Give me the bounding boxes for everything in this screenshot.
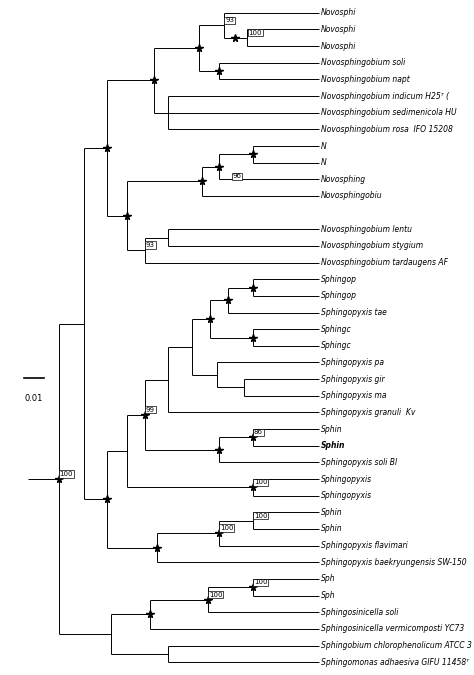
Text: 100: 100	[254, 512, 267, 518]
Text: Novosphing: Novosphing	[321, 175, 366, 184]
Text: 86: 86	[254, 429, 263, 435]
Text: Sphingopyxis baekryungensis SW-150: Sphingopyxis baekryungensis SW-150	[321, 558, 467, 567]
Text: 100: 100	[60, 471, 73, 477]
Text: 99: 99	[146, 407, 155, 412]
Text: Novosphi: Novosphi	[321, 25, 356, 34]
Text: Sph: Sph	[321, 574, 336, 583]
Text: 100: 100	[220, 525, 233, 531]
Text: Sphingopyxis ma: Sphingopyxis ma	[321, 392, 387, 400]
Text: 93: 93	[146, 242, 155, 248]
Text: Sphingosinicella soli: Sphingosinicella soli	[321, 608, 399, 617]
Text: 93: 93	[225, 18, 234, 24]
Text: N: N	[321, 142, 327, 151]
Text: Sphin: Sphin	[321, 508, 343, 517]
Text: Sphingosinicella vermicomposti YC73: Sphingosinicella vermicomposti YC73	[321, 624, 465, 633]
Text: N: N	[321, 158, 327, 167]
Text: Novosphingobium napt: Novosphingobium napt	[321, 75, 410, 84]
Text: Novosphingobium stygium: Novosphingobium stygium	[321, 242, 423, 250]
Text: Novosphingobium tardaugens AF: Novosphingobium tardaugens AF	[321, 258, 448, 267]
Text: Sphingopyxis gir: Sphingopyxis gir	[321, 375, 385, 383]
Text: Sphingop: Sphingop	[321, 275, 357, 284]
Text: Novosphingobium rosa  IFO 15208: Novosphingobium rosa IFO 15208	[321, 125, 453, 134]
Text: 100: 100	[254, 579, 267, 585]
Text: Sphingopyxis pa: Sphingopyxis pa	[321, 358, 384, 367]
Text: Sphingc: Sphingc	[321, 325, 352, 333]
Text: Sphingop: Sphingop	[321, 292, 357, 300]
Text: Novosphingobium lentu: Novosphingobium lentu	[321, 225, 412, 234]
Text: Novosphi: Novosphi	[321, 8, 356, 18]
Text: Sphin: Sphin	[321, 441, 346, 450]
Text: 100: 100	[248, 30, 262, 36]
Text: 96: 96	[232, 173, 241, 180]
Text: Sphingc: Sphingc	[321, 342, 352, 350]
Text: 100: 100	[209, 592, 222, 598]
Text: Novosphingobiu: Novosphingobiu	[321, 192, 383, 200]
Text: Sphingopyxis flavimari: Sphingopyxis flavimari	[321, 541, 408, 550]
Text: Sphingobium chlorophenolicum ATCC 3: Sphingobium chlorophenolicum ATCC 3	[321, 641, 472, 650]
Text: Sphingopyxis: Sphingopyxis	[321, 491, 373, 500]
Text: Sphingopyxis granuli  Kv: Sphingopyxis granuli Kv	[321, 408, 416, 417]
Text: Novosphingobium sedimenicola HU: Novosphingobium sedimenicola HU	[321, 108, 457, 117]
Text: 0.01: 0.01	[24, 394, 43, 404]
Text: Sphin: Sphin	[321, 524, 343, 533]
Text: Novosphingobium indicum H25ᵀ (: Novosphingobium indicum H25ᵀ (	[321, 92, 449, 101]
Text: Sphingomonas adhaesiva GIFU 11458ᵀ: Sphingomonas adhaesiva GIFU 11458ᵀ	[321, 657, 469, 667]
Text: Novosphingobium soli: Novosphingobium soli	[321, 58, 405, 68]
Text: Sphingopyxis: Sphingopyxis	[321, 475, 373, 483]
Text: Sphingopyxis tae: Sphingopyxis tae	[321, 308, 387, 317]
Text: Sphingopyxis soli Bl: Sphingopyxis soli Bl	[321, 458, 397, 467]
Text: Sphin: Sphin	[321, 425, 343, 433]
Text: Novosphi: Novosphi	[321, 42, 356, 51]
Text: 100: 100	[254, 479, 267, 485]
Text: Sph: Sph	[321, 591, 336, 600]
